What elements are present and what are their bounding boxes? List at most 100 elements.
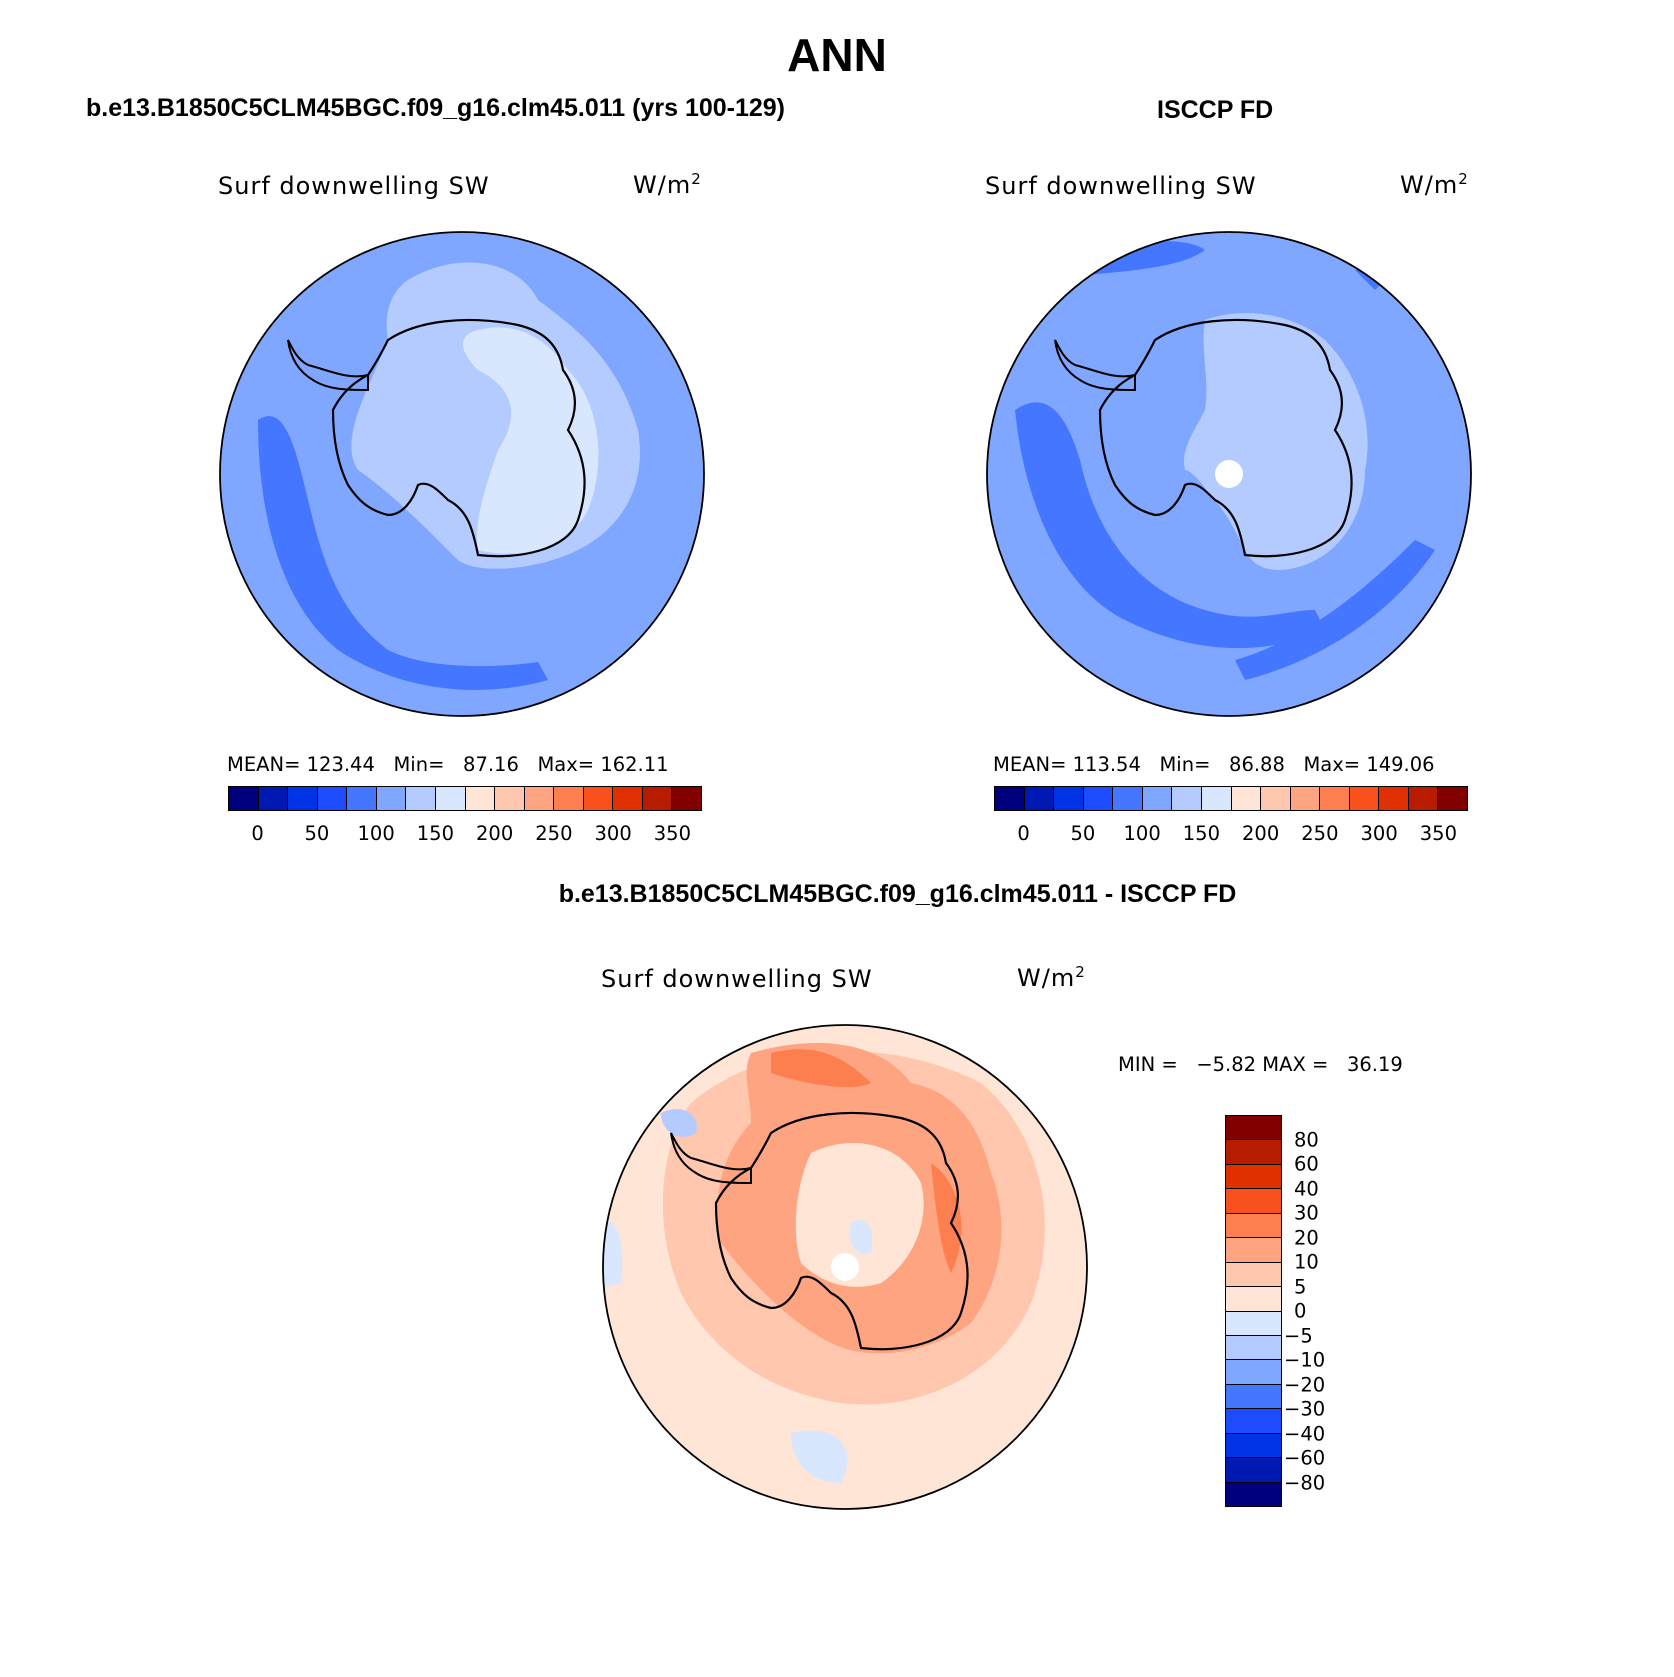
colorbar-tick-label: 40 bbox=[1294, 1177, 1319, 1200]
colorbar-swatch bbox=[1408, 787, 1439, 810]
panel1-variable-label: Surf downwelling SW bbox=[218, 172, 490, 200]
colorbar-swatch bbox=[995, 787, 1025, 810]
colorbar-tick-label: 50 bbox=[304, 822, 330, 845]
panel2-variable-label: Surf downwelling SW bbox=[985, 172, 1257, 200]
panel2-units-label: W/m2 bbox=[1400, 170, 1469, 199]
colorbar-tick-label: 20 bbox=[1294, 1226, 1319, 1249]
colorbar-tick-label: 30 bbox=[1294, 1201, 1319, 1225]
map2-low-sw-band-east bbox=[1235, 540, 1435, 680]
colorbar-swatch bbox=[1083, 787, 1114, 810]
colorbar-swatch bbox=[554, 787, 584, 810]
diff-negative-patch-nw bbox=[661, 1109, 697, 1137]
panel1-stats: MEAN= 123.44 Min= 87.16 Max= 162.11 bbox=[227, 753, 669, 776]
map2-ice-sheet bbox=[1184, 312, 1368, 570]
colorbar-tick-label: 300 bbox=[594, 822, 632, 845]
colorbar-swatch bbox=[1226, 1238, 1281, 1263]
colorbar-tick-label: 60 bbox=[1294, 1152, 1319, 1176]
colorbar-swatch bbox=[1261, 787, 1291, 810]
colorbar-tick-label: 200 bbox=[476, 822, 514, 845]
colorbar-swatch bbox=[1226, 1140, 1281, 1165]
map1-very-high-sw-core bbox=[463, 327, 599, 554]
diff-peninsula bbox=[670, 1132, 752, 1185]
figure-title: ANN bbox=[787, 29, 887, 81]
colorbar-swatch bbox=[258, 787, 289, 810]
colorbar-swatch bbox=[1226, 1335, 1281, 1361]
colorbar-swatch bbox=[1054, 787, 1084, 810]
map1-low-sw-patch-north bbox=[220, 350, 228, 390]
colorbar-tick-label: 150 bbox=[416, 822, 454, 845]
colorbar-swatch bbox=[406, 787, 436, 810]
colorbar-swatch bbox=[583, 787, 614, 810]
colorbar-swatch bbox=[1226, 1287, 1281, 1312]
colorbar-swatch bbox=[1142, 787, 1173, 810]
diff-negative-patch-south bbox=[791, 1430, 848, 1483]
colorbar-swatch bbox=[229, 787, 259, 810]
colorbar-tick-label: −20 bbox=[1284, 1373, 1326, 1396]
colorbar-tick-label: −60 bbox=[1284, 1446, 1326, 1470]
colorbar-swatch bbox=[672, 787, 701, 810]
colorbar-tick-label: 350 bbox=[653, 822, 691, 845]
colorbar-tick-label: 100 bbox=[1123, 822, 1161, 845]
diff-very-strong-patch-north bbox=[771, 1049, 871, 1088]
colorbar-swatch bbox=[613, 787, 643, 810]
difference-stats: MIN = −5.82 MAX = 36.19 bbox=[1118, 1053, 1403, 1076]
map1-low-sw-band-west bbox=[258, 416, 548, 690]
colorbar-tick-label: −30 bbox=[1284, 1397, 1326, 1421]
colorbar-swatch bbox=[1024, 787, 1055, 810]
colorbar-tick-label: −40 bbox=[1284, 1422, 1326, 1445]
map2-peninsula bbox=[1054, 339, 1136, 392]
diff-interior-low-change bbox=[795, 1143, 924, 1287]
colorbar-swatch bbox=[288, 787, 318, 810]
diff-very-strong-coast-east bbox=[931, 1163, 962, 1273]
difference-polar-map bbox=[602, 1024, 1088, 1510]
colorbar-swatch bbox=[1226, 1213, 1281, 1239]
panel1-units-label: W/m2 bbox=[633, 170, 702, 199]
colorbar-swatch bbox=[1201, 787, 1232, 810]
panel1-polar-map bbox=[219, 231, 705, 717]
colorbar-swatch bbox=[524, 787, 555, 810]
difference-units-label: W/m2 bbox=[1017, 963, 1086, 992]
colorbar-tick-label: 250 bbox=[535, 822, 573, 845]
colorbar-tick-label: 150 bbox=[1182, 822, 1220, 845]
panel1-colorbar bbox=[228, 786, 702, 811]
colorbar-tick-label: 300 bbox=[1360, 822, 1398, 845]
diff-map-border bbox=[602, 1024, 1088, 1510]
colorbar-tick-label: 350 bbox=[1419, 822, 1457, 845]
colorbar-swatch bbox=[495, 787, 525, 810]
colorbar-swatch bbox=[376, 787, 407, 810]
colorbar-swatch bbox=[1349, 787, 1380, 810]
colorbar-tick-label: 200 bbox=[1242, 822, 1280, 845]
colorbar-swatch bbox=[1226, 1164, 1281, 1190]
panel1-case-title: b.e13.B1850C5CLM45BGC.f09_g16.clm45.011 … bbox=[86, 94, 786, 122]
colorbar-swatch bbox=[1226, 1262, 1281, 1288]
colorbar-swatch bbox=[347, 787, 377, 810]
diff-negative-patch-interior bbox=[849, 1219, 873, 1254]
colorbar-tick-label: 10 bbox=[1294, 1250, 1319, 1274]
colorbar-tick-label: 5 bbox=[1294, 1275, 1307, 1298]
colorbar-swatch bbox=[435, 787, 466, 810]
colorbar-swatch bbox=[465, 787, 496, 810]
colorbar-tick-label: 250 bbox=[1301, 822, 1339, 845]
difference-colorbar bbox=[1225, 1115, 1282, 1507]
colorbar-swatch bbox=[642, 787, 673, 810]
difference-variable-label: Surf downwelling SW bbox=[601, 965, 873, 993]
colorbar-swatch bbox=[1290, 787, 1321, 810]
colorbar-swatch bbox=[1320, 787, 1350, 810]
colorbar-swatch bbox=[1226, 1360, 1281, 1385]
colorbar-swatch bbox=[1226, 1116, 1281, 1141]
map1-antarctica-coastline bbox=[331, 318, 586, 558]
panel2-polar-map bbox=[986, 231, 1472, 717]
map2-pole-missing-data bbox=[1215, 460, 1243, 488]
colorbar-tick-label: −80 bbox=[1284, 1471, 1326, 1494]
colorbar-tick-label: 100 bbox=[357, 822, 395, 845]
colorbar-swatch bbox=[1226, 1384, 1281, 1410]
colorbar-tick-label: −5 bbox=[1284, 1324, 1313, 1347]
colorbar-swatch bbox=[1226, 1482, 1281, 1506]
colorbar-swatch bbox=[1226, 1311, 1281, 1336]
colorbar-swatch bbox=[1226, 1433, 1281, 1459]
colorbar-swatch bbox=[1226, 1189, 1281, 1214]
map2-low-sw-band-west bbox=[1015, 402, 1325, 649]
colorbar-swatch bbox=[1226, 1458, 1281, 1483]
colorbar-swatch bbox=[1231, 787, 1262, 810]
